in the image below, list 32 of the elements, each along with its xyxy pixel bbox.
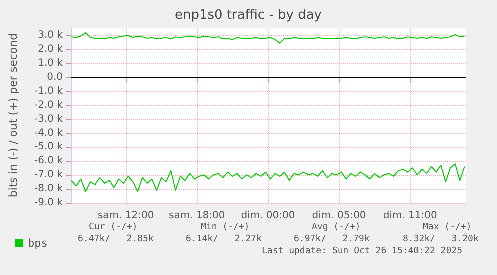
text: Last update: Sun Oct 26 15:40:22 2025 — [262, 246, 462, 256]
text: 8.32k/ 3.20k — [403, 234, 480, 244]
y-tick-label: -1.0 k — [34, 86, 64, 97]
y-tick-label: 3.0 k — [38, 30, 64, 42]
y-tick-label: -6.0 k — [34, 156, 64, 167]
y-tick-label: -3.0 k — [34, 114, 64, 125]
y-tick-label: -9.0 k — [34, 198, 64, 208]
y-tick-label: 1.0 k — [38, 58, 64, 70]
legend-label: bps — [28, 237, 48, 250]
text: Cur (-/+) — [89, 222, 138, 232]
text: Avg (-/+) — [312, 222, 361, 232]
chart-title: enp1s0 traffic - by day — [174, 8, 322, 23]
y-tick-label: -2.0 k — [34, 100, 64, 111]
x-tick-label: dim. 11:00 — [383, 210, 438, 222]
y-tick-label: -5.0 k — [34, 142, 64, 153]
y-tick-label: -7.0 k — [34, 170, 64, 181]
text: 6.14k/ 2.27k — [186, 234, 262, 244]
y-tick-label: -8.0 k — [34, 184, 64, 195]
y-tick-label: 0.0 — [47, 72, 63, 83]
y-tick-label: -4.0 k — [34, 128, 64, 139]
text: 6.97k/ 2.79k — [294, 234, 370, 244]
x-tick-label: sam. 18:00 — [169, 210, 226, 222]
line-series — [71, 163, 466, 192]
text: Max (-/+) — [423, 222, 472, 232]
line-series — [71, 32, 466, 44]
x-tick-label: dim. 00:00 — [241, 210, 296, 222]
x-tick-label: dim. 05:00 — [312, 210, 366, 222]
text: Min (-/+) — [201, 222, 250, 232]
text: 6.47k/ 2.85k — [78, 234, 154, 244]
y-axis-title: bits in (-) / out (+) per second — [7, 33, 20, 198]
y-tick-label: 2.0 k — [38, 44, 64, 56]
x-tick-label: sam. 12:00 — [98, 210, 154, 222]
